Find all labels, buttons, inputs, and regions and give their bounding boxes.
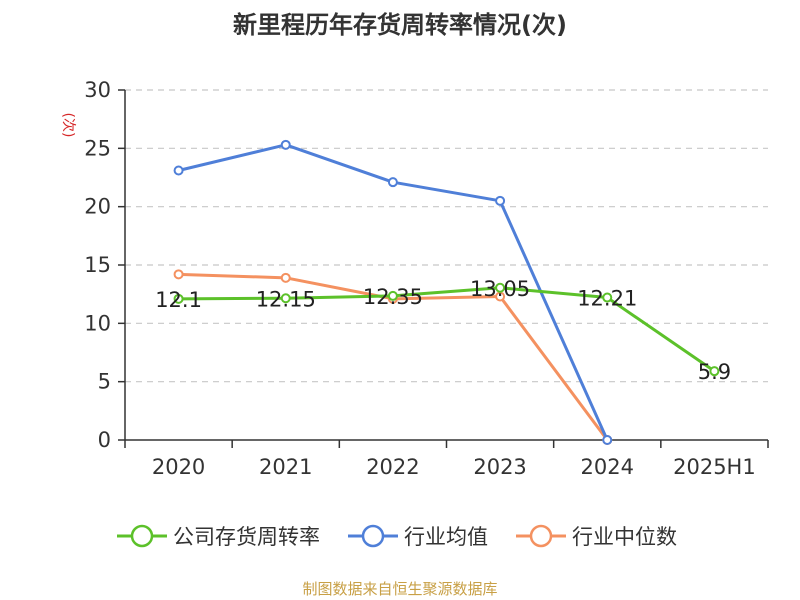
data-label: 12.15 <box>256 287 316 311</box>
axes: 0 5 10 15 20 25 30 2020 2021 2022 2023 2024 2025H1 <box>84 78 769 479</box>
legend-item-company[interactable]: 公司存货周转率 <box>117 524 320 549</box>
x-tick-label: 2021 <box>259 455 312 479</box>
y-tick-label: 5 <box>98 370 111 394</box>
source-note: 制图数据来自恒生聚源数据库 <box>302 580 497 598</box>
data-point-industry_avg <box>495 195 506 206</box>
legend-item-industry_avg[interactable]: 行业均值 <box>348 524 488 549</box>
data-point-industry_avg <box>280 139 291 150</box>
legend-marker-icon <box>361 524 385 548</box>
data-point-company <box>495 282 506 293</box>
data-point-company <box>709 366 720 377</box>
data-label: 12.1 <box>155 288 202 312</box>
data-point-company <box>280 293 291 304</box>
legend-item-industry_median[interactable]: 行业中位数 <box>516 524 677 549</box>
data-point-industry_avg <box>173 165 184 176</box>
legend-label: 行业均值 <box>404 525 488 549</box>
x-tick-label: 2020 <box>152 455 205 479</box>
data-point-company <box>602 292 613 303</box>
data-labels: 12.1 12.15 12.35 13.05 12.21 5.9 <box>155 277 731 384</box>
data-point-company <box>173 293 184 304</box>
y-tick-label: 15 <box>84 253 111 277</box>
legend-marker-icon <box>529 524 553 548</box>
y-tick-label: 0 <box>98 428 111 452</box>
data-label: 12.21 <box>577 287 637 311</box>
x-tick-label: 2023 <box>473 455 526 479</box>
legend-label: 行业中位数 <box>572 525 677 549</box>
chart-title: 新里程历年存货周转率情况(次) <box>233 11 567 39</box>
data-label: 5.9 <box>698 360 731 384</box>
data-point-industry_median <box>280 272 291 283</box>
y-tick-label: 25 <box>84 136 111 160</box>
y-tick-label: 30 <box>84 78 111 102</box>
series-lines <box>173 139 720 445</box>
series-line-company <box>178 286 716 373</box>
grid-lines <box>125 89 768 383</box>
legend-marker-icon <box>130 524 154 548</box>
data-point-industry_median <box>173 269 184 280</box>
data-point-company <box>387 290 398 301</box>
legend: 公司存货周转率 行业均值 行业中位数 <box>117 524 677 549</box>
y-tick-label: 20 <box>84 195 111 219</box>
y-tick-label: 10 <box>84 311 111 335</box>
legend-label: 公司存货周转率 <box>173 525 320 549</box>
x-tick-label: 2024 <box>581 455 634 479</box>
data-point-industry_avg <box>387 177 398 188</box>
y-axis-unit-label: (次) <box>60 113 76 138</box>
data-label: 13.05 <box>470 277 530 301</box>
x-tick-label: 2025H1 <box>673 455 756 479</box>
data-point-industry_avg <box>602 435 613 445</box>
x-tick-label: 2022 <box>366 455 419 479</box>
data-label: 12.35 <box>363 285 423 309</box>
